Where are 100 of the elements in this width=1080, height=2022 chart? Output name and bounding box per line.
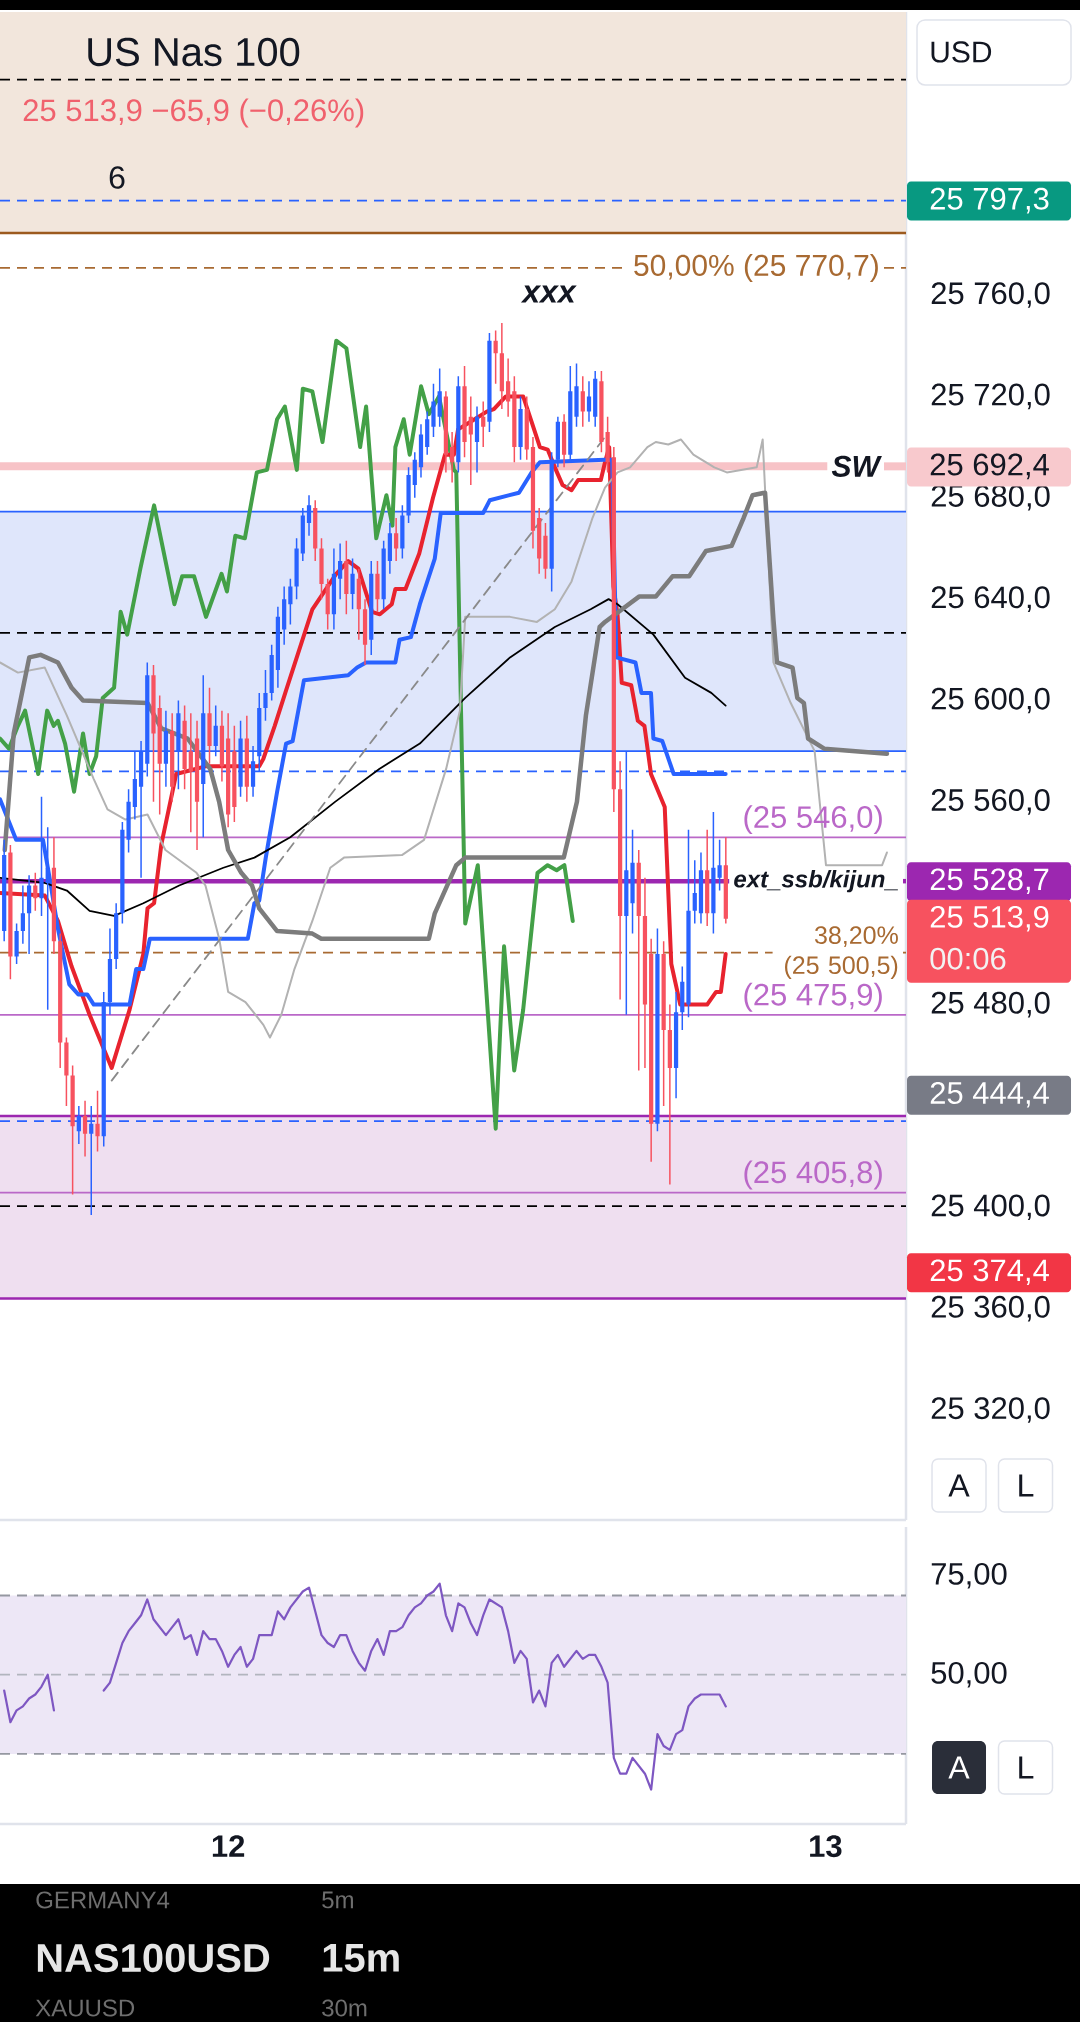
candlestick bbox=[574, 363, 579, 427]
candlestick bbox=[282, 586, 287, 645]
chart-title: US Nas 100 bbox=[88, 37, 300, 67]
candlestick bbox=[617, 761, 623, 1000]
candlestick bbox=[474, 406, 480, 473]
candlestick bbox=[381, 540, 386, 610]
candlestick bbox=[723, 837, 728, 924]
text: A bbox=[948, 1756, 970, 1779]
candlestick bbox=[26, 875, 32, 954]
candlestick bbox=[524, 396, 529, 460]
y-tick-label: 25 320,0 bbox=[931, 1397, 1050, 1423]
y-tick-label: 25 400,0 bbox=[931, 1194, 1050, 1221]
text: 25 797,3 bbox=[930, 187, 1049, 214]
candlestick bbox=[226, 713, 231, 828]
ref-line-label: SW bbox=[831, 455, 882, 477]
candlestick bbox=[586, 381, 592, 422]
candlestick bbox=[64, 1037, 69, 1106]
candlestick bbox=[8, 844, 13, 980]
text: A bbox=[948, 1474, 970, 1497]
candlestick bbox=[705, 829, 710, 927]
candlestick bbox=[425, 411, 430, 455]
text: 5m bbox=[322, 1891, 353, 1909]
candlestick bbox=[151, 665, 156, 802]
candlestick bbox=[487, 333, 492, 432]
text: L bbox=[1019, 1474, 1034, 1497]
candlestick bbox=[449, 431, 455, 483]
y-tick-label: 75,00 bbox=[931, 1562, 1007, 1589]
candlestick bbox=[506, 358, 511, 417]
ref-line-label: 38,20% (25 500,5) bbox=[785, 926, 898, 979]
candlestick bbox=[686, 829, 691, 1018]
text: USD bbox=[931, 41, 992, 63]
text: 25 374,4 bbox=[930, 1259, 1049, 1285]
candlestick bbox=[188, 713, 193, 833]
candlestick bbox=[294, 538, 299, 600]
ref-line-label: 50,00% (25 770,7) bbox=[634, 253, 878, 282]
candlestick bbox=[642, 877, 648, 1068]
candlestick bbox=[51, 837, 57, 954]
candlestick bbox=[207, 687, 212, 764]
x-tick-label: 13 bbox=[810, 1835, 842, 1858]
candlestick bbox=[580, 376, 585, 427]
candlestick bbox=[431, 383, 436, 437]
candlestick bbox=[319, 538, 324, 600]
candlestick bbox=[649, 938, 654, 1162]
candlestick bbox=[518, 396, 523, 460]
text: 25 444,4 bbox=[930, 1081, 1049, 1108]
annotation: xxx bbox=[520, 285, 577, 303]
candlestick bbox=[543, 523, 548, 579]
text: GERMANY4 bbox=[36, 1891, 170, 1909]
candlestick bbox=[456, 376, 461, 473]
candlestick bbox=[593, 371, 598, 427]
y-tick-label: 25 640,0 bbox=[931, 586, 1050, 612]
candlestick bbox=[375, 561, 380, 612]
candlestick bbox=[418, 424, 424, 478]
y-tick-label: 25 720,0 bbox=[931, 383, 1050, 410]
candlestick bbox=[667, 1004, 672, 1185]
candlestick bbox=[219, 710, 225, 782]
candlestick bbox=[350, 558, 355, 610]
candlestick bbox=[412, 452, 417, 498]
candlestick bbox=[443, 391, 449, 473]
line-series bbox=[0, 338, 575, 1131]
ref-line-label: (25 546,0) bbox=[744, 805, 882, 835]
ref-line-label: (25 405,8) bbox=[744, 1160, 882, 1190]
candlestick bbox=[263, 670, 268, 721]
text: 30m bbox=[322, 1999, 367, 2017]
candlestick bbox=[673, 991, 679, 1099]
y-tick-label: 50,00 bbox=[931, 1661, 1007, 1688]
candlestick bbox=[58, 933, 63, 1068]
candlestick bbox=[120, 822, 125, 924]
candlestick bbox=[269, 644, 274, 701]
candlestick bbox=[244, 715, 249, 802]
candlestick bbox=[362, 599, 368, 666]
text: 25 513,9 −65,9 (−0,26%) bbox=[23, 98, 364, 128]
candlestick bbox=[82, 1100, 88, 1157]
ref-line-label: ext_ssb/kijun_ bbox=[734, 869, 898, 893]
candlestick bbox=[126, 789, 131, 853]
candlestick bbox=[462, 366, 467, 458]
candlestick bbox=[387, 523, 392, 574]
candlestick bbox=[698, 852, 704, 924]
candlestick bbox=[114, 903, 119, 970]
candlestick bbox=[599, 371, 604, 453]
candlestick bbox=[394, 518, 399, 562]
candlestick bbox=[170, 713, 175, 802]
text: 25 528,7 bbox=[930, 868, 1049, 894]
y-tick-label: 25 560,0 bbox=[931, 789, 1050, 815]
text: 25 692,4 bbox=[930, 453, 1049, 480]
annotation: 6 bbox=[109, 166, 125, 189]
candlestick bbox=[182, 705, 187, 790]
candlestick bbox=[561, 414, 567, 468]
candlestick bbox=[20, 885, 25, 944]
y-tick-label: 25 360,0 bbox=[931, 1295, 1050, 1322]
candlestick bbox=[194, 720, 200, 850]
y-tick-label: 25 760,0 bbox=[931, 282, 1050, 308]
candlestick bbox=[630, 829, 635, 934]
x-tick-label: 12 bbox=[212, 1835, 245, 1857]
y-tick-label: 25 600,0 bbox=[931, 687, 1050, 714]
candlestick bbox=[468, 396, 473, 486]
candlestick bbox=[331, 548, 337, 630]
candlestick bbox=[313, 500, 318, 562]
y-tick-label: 25 480,0 bbox=[931, 991, 1050, 1018]
text: 25 513,9 bbox=[930, 905, 1049, 932]
